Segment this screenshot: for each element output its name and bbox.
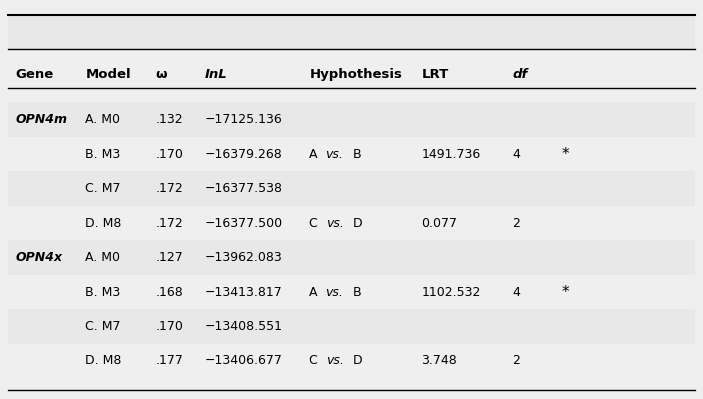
Text: df: df [512,68,528,81]
Text: −16377.538: −16377.538 [205,182,283,195]
Text: .172: .172 [155,182,183,195]
Text: 3.748: 3.748 [422,354,457,367]
Text: ω: ω [155,68,167,81]
Text: D: D [349,354,363,367]
Text: .177: .177 [155,354,183,367]
Text: A: A [309,286,322,298]
Text: C: C [309,354,322,367]
Text: *: * [562,284,569,300]
Bar [8,309,695,344]
Text: 4: 4 [512,148,520,161]
Text: *: * [562,147,569,162]
Text: vs.: vs. [325,148,344,161]
Text: D: D [349,217,363,229]
Text: −16379.268: −16379.268 [205,148,282,161]
Text: LRT: LRT [422,68,449,81]
Text: C. M7: C. M7 [86,320,121,333]
Text: .168: .168 [155,286,183,298]
Text: B: B [349,148,361,161]
Text: C. M7: C. M7 [86,182,121,195]
Bar [8,15,695,49]
Text: A. M0: A. M0 [86,251,120,264]
Text: .132: .132 [155,113,183,126]
Text: −13962.083: −13962.083 [205,251,282,264]
Text: 2: 2 [512,217,520,229]
Text: A: A [309,148,322,161]
Text: .170: .170 [155,148,183,161]
Text: Gene: Gene [15,68,53,81]
Text: .172: .172 [155,217,183,229]
Text: .127: .127 [155,251,183,264]
Text: D. M8: D. M8 [86,217,122,229]
Bar [8,171,695,206]
Text: InL: InL [205,68,227,81]
Text: −17125.136: −17125.136 [205,113,282,126]
Text: B. M3: B. M3 [86,286,121,298]
Text: vs.: vs. [326,217,344,229]
Text: Hyphothesis: Hyphothesis [309,68,402,81]
Text: OPN4m: OPN4m [15,113,67,126]
Text: C: C [309,217,322,229]
Bar [8,240,695,275]
Text: 1102.532: 1102.532 [422,286,481,298]
Text: vs.: vs. [326,354,344,367]
Text: 1491.736: 1491.736 [422,148,481,161]
Text: B. M3: B. M3 [86,148,121,161]
Text: 4: 4 [512,286,520,298]
Text: −13406.677: −13406.677 [205,354,283,367]
Text: vs.: vs. [325,286,344,298]
Text: D. M8: D. M8 [86,354,122,367]
Text: 0.077: 0.077 [422,217,458,229]
Text: Model: Model [86,68,131,81]
Text: OPN4x: OPN4x [15,251,63,264]
Text: .170: .170 [155,320,183,333]
Text: 2: 2 [512,354,520,367]
Text: B: B [349,286,361,298]
Bar [8,103,695,137]
Text: −13408.551: −13408.551 [205,320,283,333]
Text: −16377.500: −16377.500 [205,217,283,229]
Text: −13413.817: −13413.817 [205,286,282,298]
Text: A. M0: A. M0 [86,113,120,126]
